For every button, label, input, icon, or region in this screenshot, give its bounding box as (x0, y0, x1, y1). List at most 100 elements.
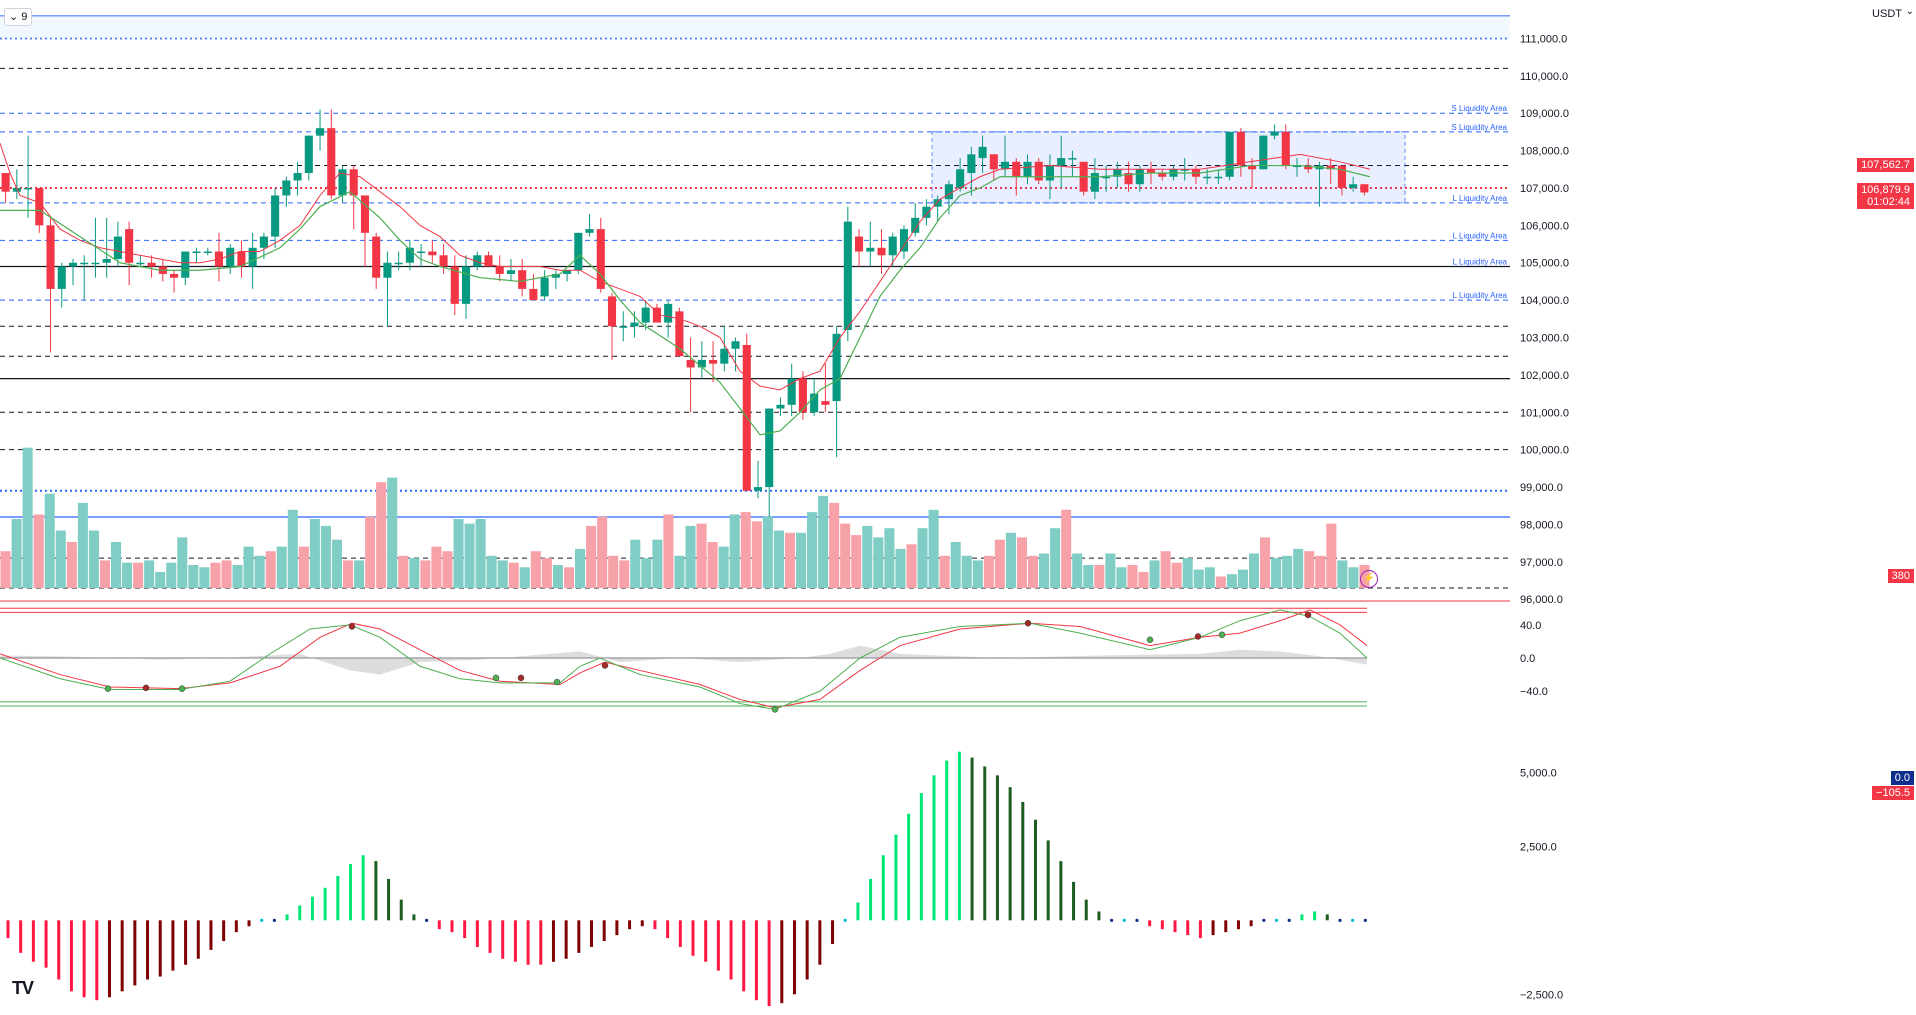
volume-bar (840, 523, 851, 588)
sma-polyline (0, 142, 1371, 391)
volume-bar (22, 447, 33, 588)
hist-bar (894, 834, 898, 921)
candle-body (563, 270, 572, 274)
volume-bar (575, 548, 586, 588)
hist-bar (31, 920, 35, 962)
hist-bar (742, 920, 746, 992)
candle-body (1102, 176, 1111, 179)
candle-body (697, 359, 706, 368)
hist-bar (564, 920, 568, 959)
hist-bar (666, 920, 670, 939)
hist-bar (437, 920, 441, 930)
hist-bar (957, 751, 961, 921)
osc-cross-dot (178, 685, 186, 692)
volume-bar (1193, 569, 1204, 588)
hist-bar (399, 899, 403, 921)
volume-bar (862, 525, 873, 588)
volume-bar (1182, 558, 1193, 588)
candle-body (405, 247, 414, 263)
volume-bar (597, 516, 608, 588)
hist-tick-label: −2,500.0 (1520, 989, 1563, 1001)
candle-body (170, 273, 179, 278)
candle-body (540, 277, 549, 297)
hist-dot (272, 918, 276, 922)
lightning-icon[interactable]: ⚡ (1360, 570, 1378, 588)
candle-body (1135, 169, 1144, 185)
chevron-down-icon[interactable]: ⌄ (1905, 6, 1914, 17)
price-tick-label: 98,000.0 (1520, 519, 1563, 531)
candle-body (1012, 161, 1021, 177)
volume-bar (1149, 560, 1160, 588)
liquidity-label: S Liquidity Area (1451, 104, 1507, 113)
osc-slow-line (0, 609, 1368, 709)
tradingview-logo-icon[interactable]: TV (12, 978, 34, 998)
candle-body (1304, 165, 1313, 170)
candle-body (720, 348, 729, 364)
candle-body (68, 262, 78, 267)
volume-bar (398, 555, 409, 588)
hist-bar (995, 775, 999, 921)
volume-bar (873, 537, 884, 588)
liquidity-label: S Liquidity Area (1451, 123, 1507, 132)
volume-bar (453, 519, 464, 588)
volume-bar (1204, 567, 1215, 588)
hist-bar (1148, 920, 1152, 927)
liquidity-label: L Liquidity Area (1453, 257, 1508, 266)
candle-body (1270, 131, 1279, 136)
price-tick-label: 111,000.0 (1520, 33, 1567, 45)
volume-bar (619, 560, 630, 588)
hist-bar (107, 920, 111, 998)
hist-bar (44, 920, 48, 968)
candle-body (776, 404, 785, 409)
volume-bar (110, 542, 122, 588)
osc-shading (0, 645, 1367, 675)
candle-body (461, 266, 471, 304)
volume-bar (1237, 569, 1248, 588)
candle-body (619, 326, 628, 328)
volume-bar (475, 519, 486, 588)
volume-bar (1248, 553, 1260, 588)
volume-bar (707, 542, 718, 588)
volume-bar (652, 539, 663, 588)
candle-body (125, 229, 134, 263)
hist-bar (970, 757, 974, 921)
price-tick-label: 103,000.0 (1520, 333, 1569, 345)
hist-dot (1262, 918, 1266, 922)
volume-bar (1171, 562, 1182, 588)
volume-bar (563, 567, 575, 588)
volume-bar (994, 539, 1005, 588)
price-tick-label: 104,000.0 (1520, 295, 1569, 307)
axis-bg (1512, 0, 1916, 1015)
volume-bar (961, 555, 972, 588)
hist-bar (209, 920, 213, 950)
candle-body (506, 270, 515, 274)
currency-label[interactable]: USDT (1872, 8, 1902, 20)
hist-dot (425, 918, 429, 922)
candle-body (24, 187, 33, 190)
candle-body (372, 236, 381, 278)
hist-bar (704, 920, 708, 962)
volume-bar (1061, 509, 1072, 588)
volume-bar (641, 558, 652, 588)
hist-bar (1021, 801, 1025, 921)
volume-bar (210, 562, 221, 588)
volume-bars (0, 447, 1370, 588)
volume-bar (1039, 553, 1050, 588)
candle-body (1203, 176, 1212, 179)
symbol-tab[interactable]: ⌄ 9 (4, 8, 33, 26)
osc-cross-dot (553, 678, 561, 686)
candle-body (102, 259, 111, 263)
hist-bar (1173, 920, 1177, 933)
volume-bar (663, 514, 674, 588)
hist-bar (387, 878, 391, 921)
chevron-down-icon: ⌄ (9, 11, 22, 23)
hist-bar (932, 775, 936, 921)
volume-bar (442, 551, 453, 588)
hist-tick-label: 5,000.0 (1520, 767, 1557, 779)
hist-bar (146, 920, 150, 980)
volume-bar (829, 502, 840, 588)
hist-bar (653, 920, 657, 930)
volume-bar (199, 567, 210, 588)
hist-bar (1059, 861, 1063, 921)
